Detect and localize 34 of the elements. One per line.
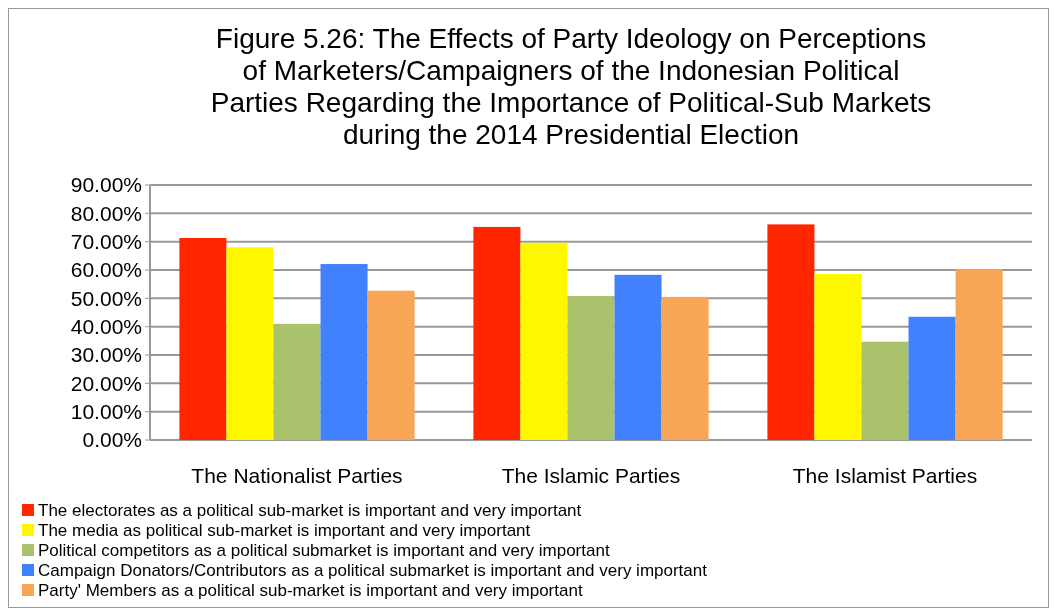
y-tick-label: 10.00% (70, 400, 142, 424)
y-tick-label: 60.00% (70, 258, 142, 282)
y-tick-label: 90.00% (70, 173, 142, 197)
y-tick-label: 0.00% (82, 428, 142, 452)
bar (661, 296, 709, 440)
legend-label: The electorates as a political sub-market is important and very important (38, 500, 582, 520)
bar (179, 237, 227, 440)
bar (908, 316, 956, 440)
bar (520, 242, 568, 440)
bar (567, 296, 615, 440)
y-tick-label: 30.00% (70, 343, 142, 367)
bar (273, 323, 321, 440)
y-tick-label: 20.00% (70, 371, 142, 395)
x-tick-label: The Islamic Parties (501, 464, 681, 487)
y-tick-label: 80.00% (70, 201, 142, 225)
y-tick-label: 50.00% (70, 286, 142, 310)
legend-label: The media as political sub-market is important and very important (38, 520, 531, 540)
bar (226, 247, 274, 440)
bar (955, 269, 1003, 440)
bar (473, 226, 521, 440)
legend-label: Party' Members as a political sub-market is important and very important (38, 580, 583, 600)
legend-label: Campaign Donators/Contributors as a political submarket is important and very important (38, 560, 708, 580)
x-tick-label: The Islamist Parties (792, 464, 978, 487)
y-tick-label: 70.00% (70, 230, 142, 254)
bar (814, 273, 862, 440)
bar (367, 290, 415, 440)
x-tick-label: The Nationalist Parties (191, 464, 403, 487)
bar (320, 264, 368, 440)
bar (767, 224, 815, 440)
y-tick-label: 40.00% (70, 315, 142, 339)
bar (614, 274, 662, 440)
bar (861, 341, 909, 440)
chart-title: Figure 5.26: The Effects of Party Ideology on Perceptions of Marketers/Campaigners of the Indonesian Political Parties Regarding the Importance of Political-Sub Markets during the 2014 Presidential Election (210, 23, 932, 150)
legend-label: Political competitors as a political submarket is important and very important (38, 540, 610, 560)
